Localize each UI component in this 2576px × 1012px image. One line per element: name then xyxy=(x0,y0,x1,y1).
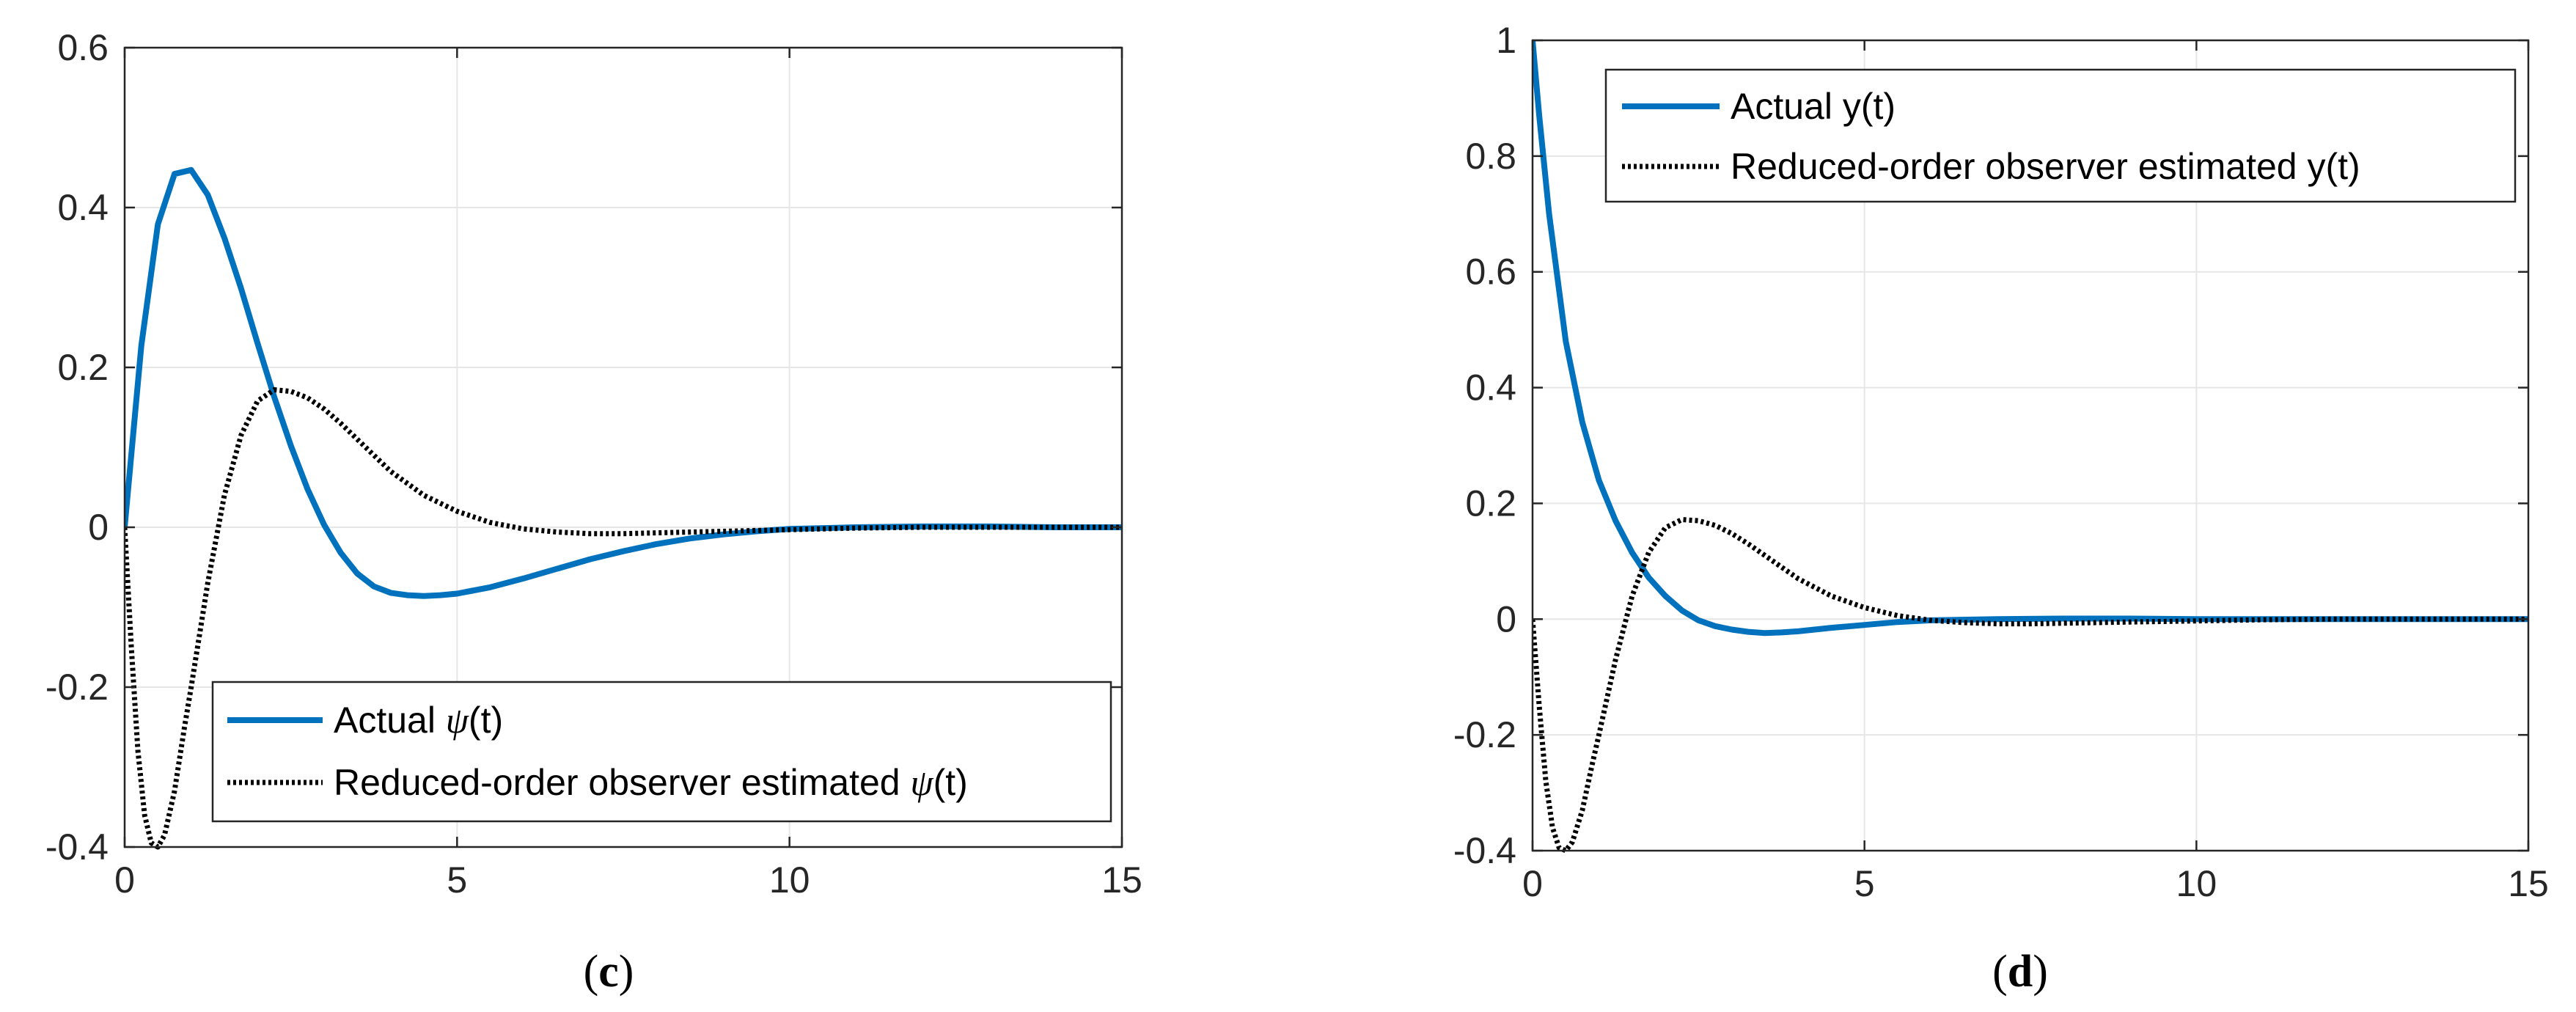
y-tick-label: 0.6 xyxy=(57,27,109,68)
x-tick-label: 0 xyxy=(114,859,135,901)
legend-label-text: Reduced-order observer estimated xyxy=(334,762,911,803)
legend-label-suffix: (t) xyxy=(469,700,503,741)
x-tick-label: 5 xyxy=(1854,863,1875,904)
figure: 0 5 10 15-0.4-0.200.20.40.6Actual ψ(t)Reduc… xyxy=(0,0,2576,1012)
caption-close-paren: ) xyxy=(619,947,634,997)
caption-letter: d xyxy=(2008,947,2033,997)
legend-label-suffix: (t) xyxy=(933,762,968,803)
legend-label-actual: Actual y(t) xyxy=(1731,86,1896,127)
legend-label-text: Actual xyxy=(334,700,446,741)
legend-label-symbol: ψ xyxy=(911,762,934,803)
panel-caption: (c) xyxy=(584,947,634,997)
caption-close-paren: ) xyxy=(2033,947,2048,997)
legend-label-text: Actual y(t) xyxy=(1731,86,1896,127)
legend-label-text: Reduced-order observer estimated y(t) xyxy=(1731,146,2360,187)
chart-d: 0 5 10 15 -0.4 -0.2 0 0.2 0.4 0.6 0.8 1 Actual y(t) R… xyxy=(1453,20,2549,997)
y-tick-label: 0.8 xyxy=(1465,136,1516,177)
x-tick-label: 10 xyxy=(2176,863,2217,904)
legend-label-symbol: ψ xyxy=(446,700,469,741)
y-tick-label: 1 xyxy=(1496,20,1516,61)
y-tick-label: 0.2 xyxy=(1465,483,1516,524)
caption-letter: c xyxy=(598,947,619,997)
caption-open-paren: ( xyxy=(584,947,599,997)
y-tick-label: 0.2 xyxy=(57,347,109,388)
y-tick-label: -0.4 xyxy=(1453,830,1516,871)
x-tick-label: 5 xyxy=(447,859,467,901)
y-tick-label: 0.4 xyxy=(1465,367,1516,408)
y-tick-label: 0.6 xyxy=(1465,252,1516,293)
panel-caption: (d) xyxy=(1992,947,2048,997)
x-tick-label: 15 xyxy=(2508,863,2549,904)
x-tick-label: 15 xyxy=(1101,859,1142,901)
caption-open-paren: ( xyxy=(1992,947,2008,997)
legend-label-estimated: Reduced-order observer estimated y(t) xyxy=(1731,146,2360,187)
y-tick-label: 0 xyxy=(88,507,109,548)
y-tick-label: -0.4 xyxy=(45,826,109,868)
y-tick-label: -0.2 xyxy=(1453,714,1516,755)
y-tick-label: 0.4 xyxy=(57,187,109,228)
legend-label-actual: Actual ψ(t) xyxy=(334,700,503,741)
legend-label-estimated: Reduced-order observer estimated ψ(t) xyxy=(334,762,968,803)
x-tick-label: 10 xyxy=(769,859,810,901)
y-tick-label: -0.2 xyxy=(45,667,109,708)
x-tick-label: 0 xyxy=(1522,863,1543,904)
y-tick-label: 0 xyxy=(1496,598,1516,639)
